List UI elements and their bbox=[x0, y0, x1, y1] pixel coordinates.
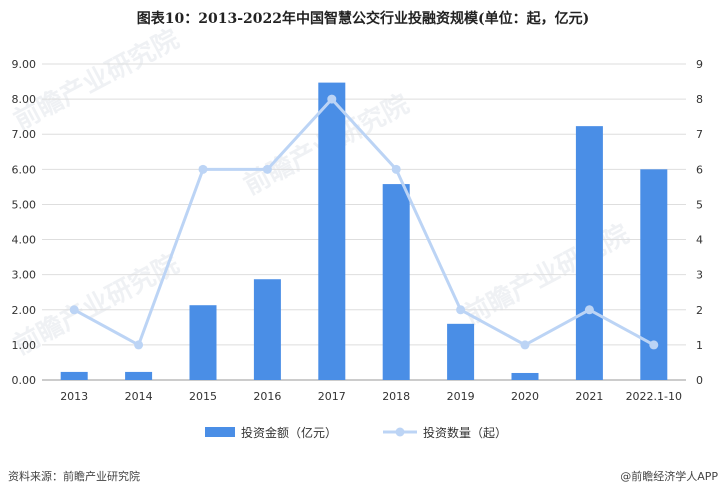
line-point bbox=[198, 164, 208, 174]
x-tick-label: 2013 bbox=[60, 390, 88, 403]
x-tick-label: 2016 bbox=[253, 390, 281, 403]
y-left-tick-label: 9.00 bbox=[12, 58, 37, 71]
y-left-tick-label: 3.00 bbox=[12, 269, 37, 282]
legend-swatch-bar bbox=[205, 427, 235, 437]
source-note: 资料来源：前瞻产业研究院 bbox=[8, 470, 140, 483]
line-point bbox=[520, 340, 530, 350]
legend-label-bar: 投资金额（亿元） bbox=[241, 425, 337, 440]
legend-label-line: 投资数量（起） bbox=[423, 425, 507, 440]
x-tick-label: 2018 bbox=[382, 390, 410, 403]
y-right-tick-label: 7 bbox=[696, 128, 703, 141]
line-point bbox=[69, 305, 79, 315]
series-line bbox=[73, 97, 655, 347]
x-tick-label: 2022.1-10 bbox=[626, 390, 682, 403]
x-tick-label: 2017 bbox=[318, 390, 346, 403]
y-left-tick-label: 7.00 bbox=[12, 128, 37, 141]
bar bbox=[60, 371, 88, 380]
y-left-tick-label: 0.00 bbox=[12, 374, 37, 387]
bar bbox=[253, 279, 281, 380]
y-left-tick-label: 8.00 bbox=[12, 93, 37, 106]
y-left-tick-label: 1.00 bbox=[12, 339, 37, 352]
line-point bbox=[456, 305, 466, 315]
y-right-tick-label: 1 bbox=[696, 339, 703, 352]
bar bbox=[447, 323, 475, 380]
y-right-tick-label: 3 bbox=[696, 269, 703, 282]
line-point bbox=[134, 340, 144, 350]
x-tick-label: 2020 bbox=[511, 390, 539, 403]
bar bbox=[318, 82, 346, 380]
y-left-tick-label: 5.00 bbox=[12, 198, 37, 211]
y-right-tick-label: 2 bbox=[696, 304, 703, 317]
bar bbox=[189, 305, 217, 380]
y-left-tick-label: 6.00 bbox=[12, 163, 37, 176]
brand-credit: @前瞻经济学人APP bbox=[620, 470, 718, 483]
line-point bbox=[391, 164, 401, 174]
watermark-0: 前瞻产业研究院 bbox=[9, 23, 184, 136]
y-right-tick-label: 8 bbox=[696, 93, 703, 106]
y-left-tick-label: 2.00 bbox=[12, 304, 37, 317]
y-right-tick-label: 9 bbox=[696, 58, 703, 71]
y-right-tick-label: 4 bbox=[696, 234, 703, 247]
x-tick-label: 2021 bbox=[575, 390, 603, 403]
x-tick-label: 2014 bbox=[125, 390, 153, 403]
line-point bbox=[262, 164, 272, 174]
x-tick-label: 2015 bbox=[189, 390, 217, 403]
y-right-tick-label: 0 bbox=[696, 374, 703, 387]
x-tick-label: 2019 bbox=[447, 390, 475, 403]
bar bbox=[125, 371, 153, 380]
chart-title: 图表10：2013-2022年中国智慧公交行业投融资规模(单位：起，亿元) bbox=[136, 11, 590, 27]
line-point bbox=[649, 340, 659, 350]
bar bbox=[511, 372, 539, 380]
y-left-tick-label: 4.00 bbox=[12, 234, 37, 247]
line-point bbox=[584, 305, 594, 315]
y-right-tick-label: 6 bbox=[696, 163, 703, 176]
legend-swatch-point bbox=[395, 427, 405, 437]
line-point bbox=[327, 94, 337, 104]
bar bbox=[382, 184, 410, 380]
bar bbox=[575, 126, 603, 380]
y-right-tick-label: 5 bbox=[696, 198, 703, 211]
